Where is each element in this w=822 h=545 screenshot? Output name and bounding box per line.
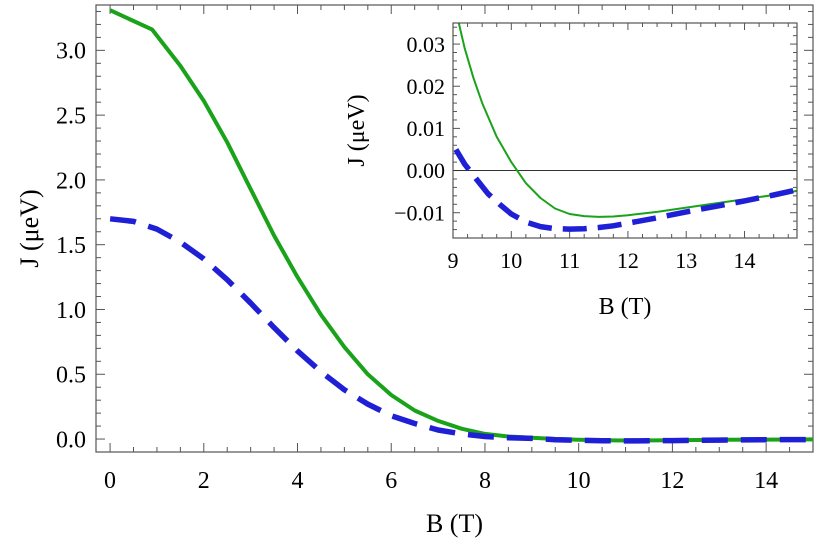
inset-y-axis-title: J (μeV): [344, 94, 370, 166]
main-x-tick-label: 12: [660, 468, 684, 494]
main-x-tick-label: 14: [754, 468, 778, 494]
main-y-tick-label: 3.0: [56, 39, 86, 65]
inset-y-tick-label: 0.02: [407, 74, 446, 99]
main-y-tick-label: 1.5: [56, 233, 86, 259]
inset-y-tick-label: −0.01: [394, 200, 445, 225]
main-y-tick-label: 0.5: [56, 363, 86, 389]
main-y-tick-label: 2.5: [56, 104, 86, 130]
main-x-tick-label: 2: [198, 468, 210, 494]
inset-y-tick-label: 0.00: [407, 158, 446, 183]
inset-x-tick-label: 12: [617, 248, 639, 273]
inset-x-tick-label: 11: [559, 248, 580, 273]
inset-x-tick-label: 13: [675, 248, 697, 273]
inset-y-tick-label: 0.03: [407, 32, 446, 57]
main-y-tick-label: 0.0: [56, 427, 86, 453]
main-y-axis-title: J (μeV): [15, 189, 44, 267]
main-x-tick-label: 6: [385, 468, 397, 494]
main-x-axis-title: B (T): [426, 509, 483, 538]
main-series: [109, 8, 813, 444]
inset-y-tick-label: 0.01: [407, 116, 446, 141]
main-x-tick-label: 4: [292, 468, 304, 494]
main-series-solid-line: [109, 8, 813, 443]
main-x-tick-label: 10: [567, 468, 591, 494]
inset-x-tick-label: 14: [734, 248, 756, 273]
main-ticks: 0 2 4 6 8 10 12 14 0.0 0.5 1.0 1.5 2.0 2.5 3.0: [56, 5, 814, 494]
inset-series-solid-line: [457, 23, 797, 218]
inset-series: [453, 23, 797, 232]
main-x-tick-label: 8: [479, 468, 491, 494]
main-chart: 0 2 4 6 8 10 12 14 0.0 0.5 1.0 1.5 2.0 2.5 3.0 B (T) J…: [15, 4, 814, 538]
inset-ticks: 9 10 11 12 13 14 0.03 0.02 0.01 0.00 −0.01: [394, 23, 797, 273]
inset-x-tick-label: 9: [448, 248, 459, 273]
inset-plot-frame: [452, 22, 798, 239]
inset-x-tick-label: 10: [500, 248, 522, 273]
inset-x-axis-title: B (T): [599, 294, 652, 320]
main-series-dashed-line: [109, 216, 813, 444]
main-plot-frame: [95, 4, 814, 453]
inset-series-dashed-line: [453, 148, 797, 232]
main-x-tick-label: 0: [104, 468, 116, 494]
main-y-tick-label: 2.0: [56, 168, 86, 194]
main-y-tick-label: 1.0: [56, 298, 86, 324]
inset-chart: 9 10 11 12 13 14 0.03 0.02 0.01 0.00 −0.01 B (T) J…: [344, 22, 798, 320]
